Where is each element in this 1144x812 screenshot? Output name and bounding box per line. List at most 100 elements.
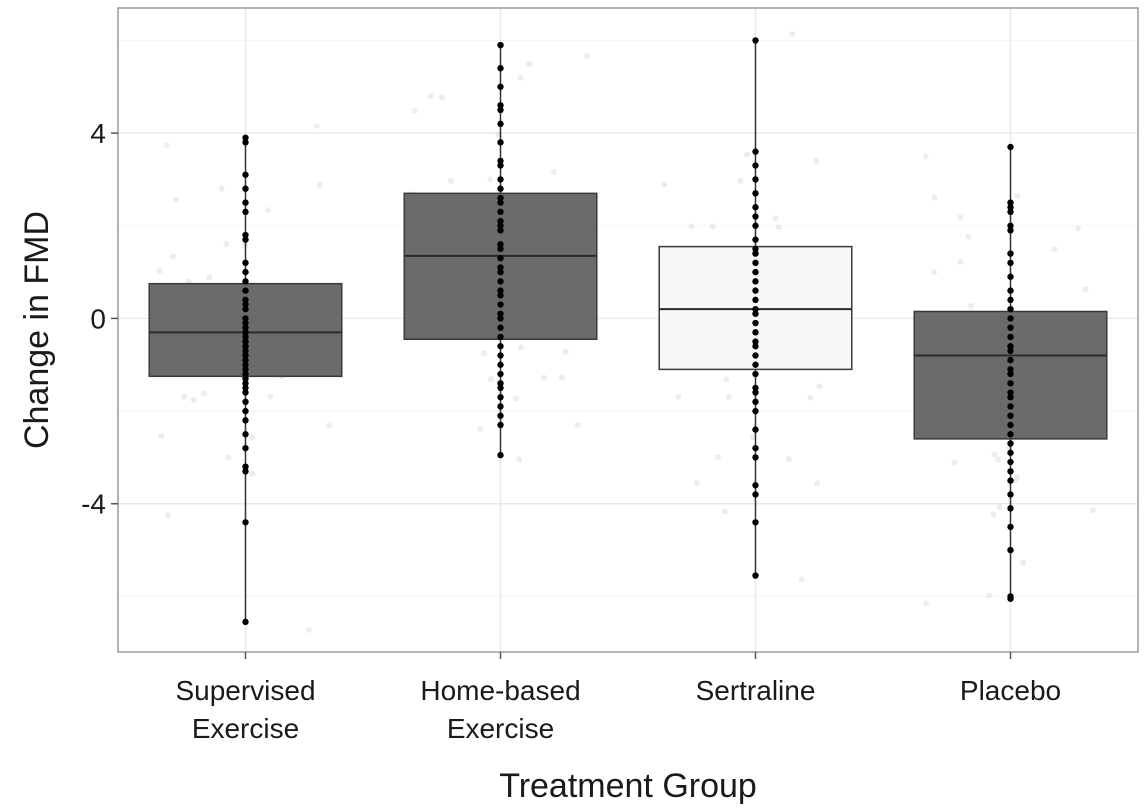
data-point [497, 315, 504, 322]
jitter-point [249, 434, 256, 441]
jitter-point [526, 61, 533, 68]
data-point [752, 278, 759, 285]
jitter-point [574, 421, 581, 428]
data-point [242, 463, 249, 470]
data-point [1007, 199, 1014, 206]
data-point [752, 204, 759, 211]
jitter-point [775, 224, 782, 231]
data-point [752, 361, 759, 368]
data-point [497, 139, 504, 146]
data-point [242, 398, 249, 406]
jitter-point [225, 454, 232, 461]
jitter-point [709, 223, 716, 230]
jitter-point [1014, 192, 1021, 199]
data-point [752, 305, 759, 313]
data-point [242, 407, 249, 415]
data-point [497, 157, 504, 165]
jitter-point [487, 176, 494, 183]
data-point [242, 296, 249, 304]
data-point [242, 389, 249, 396]
data-point [497, 292, 504, 299]
data-point [242, 134, 249, 141]
jitter-point [584, 53, 591, 60]
data-point [497, 185, 504, 192]
data-point [242, 347, 249, 355]
data-point [752, 491, 759, 498]
jitter-point [1014, 474, 1021, 481]
data-point [752, 352, 759, 359]
jitter-point [517, 344, 524, 351]
data-point [752, 454, 759, 461]
data-point [752, 444, 759, 452]
jitter-point [517, 74, 524, 81]
jitter-point [957, 214, 964, 221]
data-point [242, 468, 249, 475]
jitter-point [814, 480, 821, 487]
jitter-point [267, 393, 274, 400]
jitter-point [813, 157, 820, 164]
jitter-point [201, 390, 208, 397]
data-point [1007, 403, 1014, 410]
data-point [497, 352, 504, 359]
data-point [497, 324, 504, 331]
data-point [752, 310, 759, 317]
x-tick-label: Placebo [960, 675, 1061, 706]
data-point [497, 343, 504, 350]
data-point [497, 310, 504, 317]
data-point [1007, 222, 1014, 229]
data-point [752, 37, 759, 44]
data-point [242, 185, 249, 192]
jitter-point [807, 394, 814, 401]
data-point [242, 366, 249, 373]
data-point [242, 431, 249, 438]
jitter-point [562, 348, 569, 355]
data-point [1007, 143, 1014, 151]
jitter-point [772, 215, 779, 222]
data-point [242, 301, 249, 308]
jitter-point [951, 459, 958, 466]
jitter-point [313, 123, 320, 130]
data-point [242, 324, 249, 331]
jitter-point [438, 94, 445, 101]
data-point [497, 393, 504, 401]
data-point [242, 199, 249, 206]
jitter-point [931, 269, 938, 276]
data-point [752, 519, 759, 526]
data-point [1007, 370, 1014, 378]
data-point [497, 370, 504, 378]
data-point [497, 162, 504, 169]
jitter-point [967, 302, 974, 309]
data-point [752, 319, 759, 327]
jitter-point [218, 185, 225, 192]
data-point [752, 148, 759, 155]
data-point [752, 329, 759, 336]
data-point [752, 236, 759, 243]
data-point [242, 329, 249, 336]
data-point [752, 482, 759, 489]
data-point [1007, 393, 1014, 401]
jitter-point [995, 456, 1002, 463]
data-point [1007, 491, 1014, 498]
data-point [1007, 227, 1014, 234]
plot-panel-border [117, 7, 1139, 653]
jitter-point [173, 196, 180, 203]
data-point [497, 176, 504, 183]
data-points-layer [242, 37, 1014, 626]
jitter-point [513, 395, 520, 402]
jitter-point [558, 374, 565, 381]
data-point [242, 268, 249, 276]
data-point [497, 241, 504, 248]
data-point [1007, 458, 1014, 466]
x-axis-title: Treatment Group [499, 767, 757, 805]
jitter-point [477, 425, 484, 432]
data-point [497, 106, 504, 114]
data-point [242, 370, 249, 378]
data-point [1007, 259, 1014, 267]
data-point [1007, 347, 1014, 355]
jitter-point [1020, 559, 1027, 566]
data-point [242, 361, 249, 368]
data-point [1007, 440, 1014, 447]
data-point [752, 190, 759, 197]
data-point [242, 139, 249, 146]
data-point [497, 301, 504, 308]
